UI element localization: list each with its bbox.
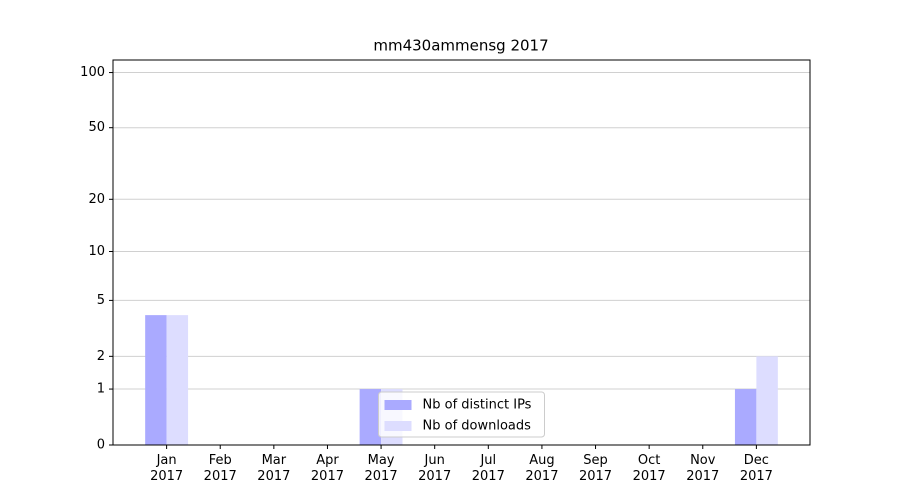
- x-tick-label: Dec 2017: [739, 453, 773, 484]
- y-tick-label: 50: [88, 120, 105, 135]
- y-tick-label: 0: [97, 438, 105, 453]
- chart-title: mm430ammensg 2017: [373, 37, 548, 55]
- y-tick-label: 2: [97, 349, 105, 364]
- x-tick-label: Oct 2017: [632, 453, 666, 484]
- legend-swatch: [384, 421, 412, 431]
- legend-label: Nb of distinct IPs: [423, 398, 532, 413]
- bar: [756, 356, 778, 445]
- x-tick-label: Mar 2017: [257, 453, 291, 484]
- x-tick-label: Sep 2017: [578, 453, 613, 484]
- x-tick-label: May 2017: [364, 453, 398, 484]
- y-tick-label: 1: [97, 382, 105, 397]
- legend-box: [378, 391, 545, 438]
- x-tick-label: Jun 2017: [418, 453, 452, 484]
- x-tick-label: Jul 2017: [471, 453, 505, 484]
- y-tick-label: 5: [97, 293, 105, 308]
- plot-frame: [112, 59, 811, 446]
- bar: [359, 389, 382, 445]
- y-tick-label: 20: [88, 192, 105, 207]
- y-tick-label: 10: [88, 244, 105, 259]
- x-tick-label: Aug 2017: [525, 453, 559, 484]
- legend-label: Nb of downloads: [423, 419, 532, 434]
- bar: [166, 315, 189, 445]
- bar: [145, 315, 167, 445]
- x-tick-label: Nov 2017: [686, 453, 720, 484]
- x-tick-label: Jan 2017: [150, 453, 184, 484]
- bar: [734, 389, 757, 445]
- x-tick-label: Feb 2017: [203, 453, 237, 484]
- y-tick-label: 100: [80, 65, 105, 80]
- x-tick-label: Apr 2017: [310, 453, 344, 484]
- legend-swatch: [384, 400, 412, 410]
